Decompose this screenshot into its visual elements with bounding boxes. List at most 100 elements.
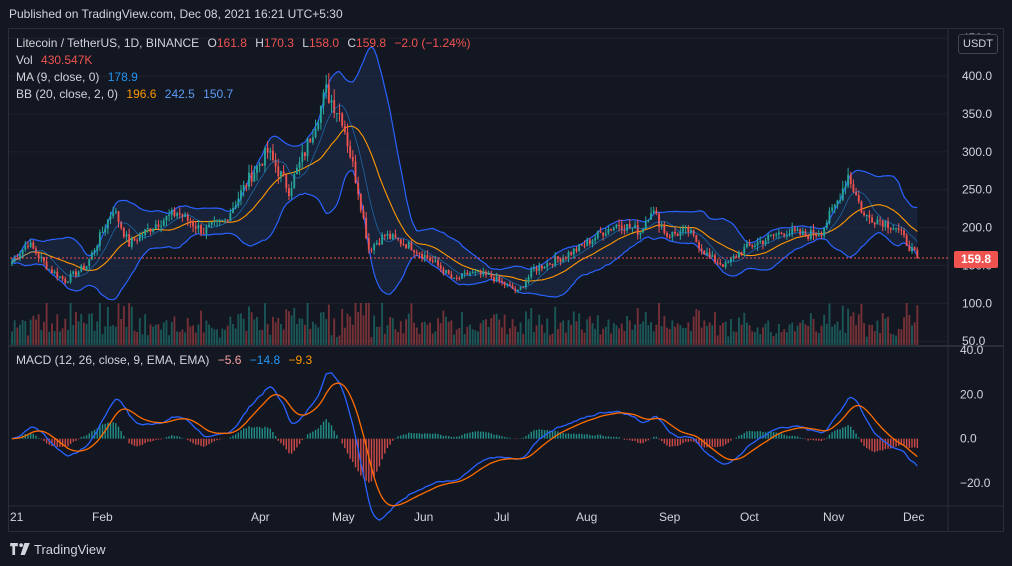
- legend-ma-row[interactable]: MA (9, close, 0) 178.9: [16, 69, 143, 85]
- volume-bar: [224, 329, 226, 345]
- macd-histogram-bar: [85, 435, 88, 439]
- macd-histogram-bar: [112, 422, 114, 439]
- candle-body: [719, 262, 722, 265]
- volume-bar: [674, 326, 676, 345]
- macd-histogram-bar: [434, 433, 437, 439]
- macd-histogram-bar: [328, 422, 330, 439]
- legend-bb-row[interactable]: BB (20, close, 2, 0) 196.6 242.5 150.7: [16, 86, 238, 102]
- volume-bar: [311, 321, 314, 345]
- candle-body: [554, 256, 557, 266]
- macd-axis-tick: 20.0: [960, 387, 984, 401]
- macd-histogram-bar: [120, 430, 122, 439]
- volume-bar: [833, 324, 836, 345]
- macd-histogram-bar: [266, 427, 269, 439]
- candle-body: [759, 240, 762, 243]
- candle-body: [314, 129, 317, 138]
- macd-histogram-bar: [320, 425, 322, 439]
- macd-axis-tick: −20.0: [960, 476, 991, 490]
- candle-body: [889, 228, 892, 230]
- price-axis-tick: 300.0: [962, 145, 992, 159]
- macd-histogram-bar: [490, 433, 492, 439]
- currency-badge[interactable]: USDT: [958, 34, 998, 54]
- macd-histogram-bar: [828, 434, 831, 439]
- volume-bar: [612, 323, 615, 345]
- legend-macd-row[interactable]: MACD (12, 26, close, 9, EMA, EMA) −5.6 −…: [16, 352, 317, 368]
- volume-bar: [157, 324, 160, 345]
- time-axis-tick: Apr: [251, 510, 270, 524]
- candle-body: [514, 288, 517, 291]
- macd-histogram-bar: [274, 435, 277, 439]
- candle-body: [458, 278, 461, 280]
- volume-bar: [618, 328, 621, 345]
- volume-bar: [216, 329, 218, 345]
- candle-body: [556, 256, 559, 259]
- macd-histogram-bar: [51, 438, 53, 447]
- macd-histogram-bar: [250, 427, 253, 439]
- legend-c-label: C: [347, 36, 357, 50]
- volume-bar: [663, 315, 666, 345]
- volume-bar: [711, 325, 714, 345]
- time-axis-tick: Dec: [903, 510, 924, 524]
- volume-bar: [535, 325, 538, 345]
- candle-body: [362, 210, 365, 218]
- volume-bar: [714, 312, 716, 345]
- price-axis-tick: 200.0: [962, 221, 992, 235]
- volume-bar: [828, 303, 831, 345]
- macd-histogram-bar: [908, 438, 911, 449]
- volume-bar: [357, 312, 360, 345]
- candle-body: [620, 225, 623, 230]
- candle-body: [660, 225, 663, 228]
- macd-histogram-bar: [96, 428, 98, 439]
- candle-body: [202, 233, 205, 235]
- macd-histogram-bar: [248, 426, 250, 439]
- candle-body: [213, 221, 216, 223]
- macd-histogram-bar: [690, 438, 692, 442]
- candle-body: [16, 258, 19, 260]
- candle-body: [64, 278, 67, 283]
- volume-bar: [668, 329, 671, 345]
- volume-bar: [548, 335, 551, 345]
- candle-body: [445, 270, 447, 274]
- candle-body: [905, 235, 908, 246]
- tradingview-brand[interactable]: TradingView: [10, 539, 106, 559]
- macd-histogram-bar: [762, 432, 764, 439]
- candle-body: [421, 253, 423, 259]
- volume-bar: [391, 318, 394, 345]
- candle-body: [879, 219, 881, 221]
- volume-bar: [823, 314, 826, 345]
- volume-bar: [788, 324, 791, 345]
- volume-bar: [290, 315, 293, 345]
- volume-bar: [186, 317, 189, 345]
- macd-histogram-bar: [330, 425, 333, 439]
- macd-histogram-bar: [445, 435, 447, 439]
- volume-bar: [327, 304, 330, 345]
- volume-bar: [40, 329, 43, 345]
- legend-vol-row[interactable]: Vol 430.547K: [16, 52, 97, 68]
- candle-body: [831, 207, 834, 211]
- macd-histogram-bar: [179, 436, 181, 439]
- candle-body: [98, 232, 101, 246]
- candle-body: [74, 271, 77, 276]
- candle-body: [825, 222, 828, 228]
- volume-bar: [120, 319, 123, 345]
- candle-body: [711, 255, 714, 258]
- macd-histogram-bar: [400, 435, 402, 439]
- candle-body: [232, 208, 234, 213]
- volume-bar: [48, 331, 51, 345]
- candle-body: [122, 228, 125, 237]
- volume-bar: [24, 321, 27, 345]
- macd-histogram-bar: [594, 435, 596, 439]
- candle-body: [626, 224, 629, 231]
- macd-histogram-bar: [804, 438, 807, 440]
- macd-histogram-bar: [719, 438, 721, 447]
- macd-histogram-bar: [506, 437, 508, 439]
- candle-body: [913, 247, 916, 250]
- volume-bar: [516, 332, 519, 345]
- legend-symbol[interactable]: Litecoin / TetherUS, 1D, BINANCE: [16, 36, 200, 50]
- volume-bar: [626, 316, 629, 345]
- macd-histogram-bar: [341, 438, 343, 444]
- volume-bar: [194, 332, 197, 345]
- macd-histogram-bar: [471, 431, 474, 439]
- volume-bar: [865, 336, 868, 345]
